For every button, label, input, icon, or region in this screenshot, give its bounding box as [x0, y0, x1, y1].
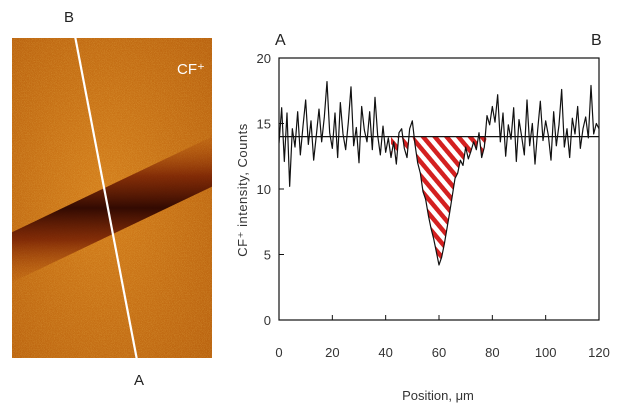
scan-label-b: B	[64, 9, 74, 26]
x-tick-label: 80	[485, 345, 499, 360]
chart-label-b: B	[591, 32, 602, 49]
scan-label-a: A	[134, 372, 144, 389]
x-tick-label: 100	[535, 345, 557, 360]
y-tick-label: 10	[257, 182, 271, 197]
y-tick-label: 5	[264, 248, 271, 263]
line-scan-path	[74, 38, 138, 358]
intensity-series	[279, 80, 599, 266]
y-axis: 0 5 10 15 20	[257, 51, 284, 328]
hatch-area-fill	[391, 136, 487, 265]
y-tick-label: 20	[257, 51, 271, 66]
x-tick-label: 0	[275, 345, 282, 360]
line-scan-chart: A B 0 20 40 60 80 100 120 0 5 10 15 20 Position, μ…	[235, 32, 610, 403]
ion-label: CF⁺	[177, 61, 205, 78]
x-axis: 0 20 40 60 80 100 120	[275, 315, 610, 360]
chart-label-a: A	[275, 32, 286, 49]
x-tick-label: 40	[378, 345, 392, 360]
depletion-hatch-area	[391, 136, 487, 265]
x-tick-label: 120	[588, 345, 610, 360]
ion-image: CF⁺ B A	[12, 9, 212, 389]
x-axis-label: Position, μm	[402, 388, 474, 403]
x-tick-label: 20	[325, 345, 339, 360]
y-tick-label: 15	[257, 117, 271, 132]
y-tick-label: 0	[264, 313, 271, 328]
intensity-line	[279, 80, 599, 266]
x-tick-label: 60	[432, 345, 446, 360]
y-axis-label: CF⁺ intensity, Counts	[235, 123, 250, 256]
dark-band	[12, 136, 212, 283]
